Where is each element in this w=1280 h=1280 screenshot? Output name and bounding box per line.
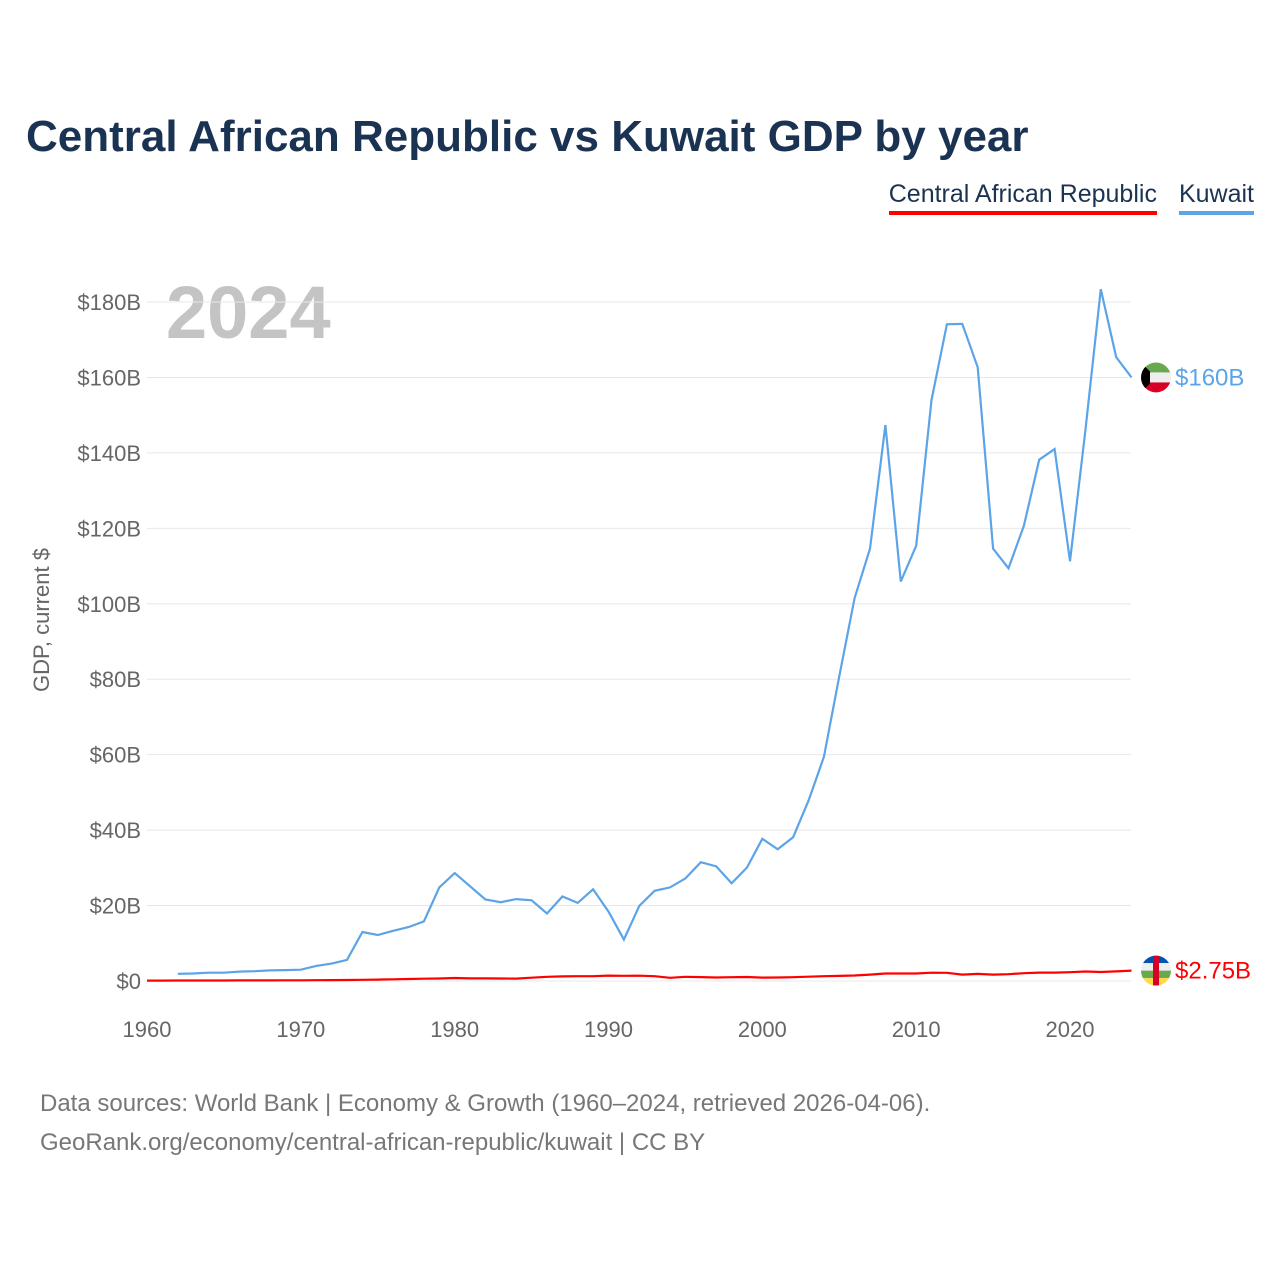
year-watermark: 2024	[166, 271, 331, 354]
legend-item-kuwait[interactable]: Kuwait	[1178, 180, 1254, 215]
y-tick-label: $100B	[77, 592, 141, 617]
y-tick-label: $60B	[90, 743, 141, 768]
y-tick-label: $160B	[77, 365, 141, 390]
source-note: Data sources: World Bank | Economy & Gro…	[40, 1084, 930, 1162]
legend: Central African Republic Kuwait	[888, 180, 1254, 215]
y-tick-label: $80B	[90, 667, 141, 692]
y-tick-label: $0	[117, 969, 141, 994]
source-line-1: Data sources: World Bank | Economy & Gro…	[40, 1090, 931, 1117]
kuwait-flag-icon	[1141, 362, 1171, 393]
series-line-kuwait	[177, 288, 1133, 975]
x-tick-label: 2000	[738, 1017, 787, 1042]
x-tick-label: 1960	[123, 1017, 172, 1042]
y-tick-label: $180B	[77, 290, 141, 315]
x-tick-label: 1970	[276, 1017, 325, 1042]
x-tick-label: 1980	[430, 1017, 479, 1042]
x-tick-label: 2020	[1046, 1017, 1095, 1042]
x-tick-label: 2010	[892, 1017, 941, 1042]
x-tick-label: 1990	[584, 1017, 633, 1042]
end-value-label: $2.75B	[1175, 958, 1251, 985]
y-tick-label: $140B	[77, 441, 141, 466]
car-flag-icon	[1141, 955, 1171, 986]
y-tick-label: $20B	[90, 894, 141, 919]
series-line-car	[147, 969, 1132, 982]
legend-item-car[interactable]: Central African Republic	[888, 180, 1157, 215]
source-line-2[interactable]: GeoRank.org/economy/central-african-repu…	[40, 1129, 706, 1156]
chart-title: Central African Republic vs Kuwait GDP b…	[26, 112, 1029, 161]
y-tick-label: $120B	[77, 516, 141, 541]
y-tick-label: $40B	[90, 818, 141, 843]
end-value-label: $160B	[1175, 364, 1244, 391]
